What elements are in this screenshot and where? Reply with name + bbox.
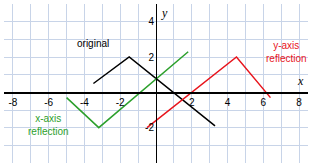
svg-text:2: 2: [148, 52, 154, 63]
svg-text:-2: -2: [145, 122, 154, 133]
svg-text:6: 6: [261, 97, 267, 108]
svg-text:-4: -4: [80, 97, 89, 108]
svg-text:-2: -2: [116, 97, 125, 108]
svg-text:original: original: [77, 38, 109, 49]
svg-text:8: 8: [296, 97, 302, 108]
svg-text:y: y: [161, 6, 168, 20]
svg-text:-6: -6: [44, 97, 53, 108]
svg-text:y-axisreflection: y-axisreflection: [266, 40, 307, 64]
svg-text:-8: -8: [8, 97, 17, 108]
svg-text:x-axisreflection: x-axisreflection: [28, 113, 69, 137]
svg-text:2: 2: [189, 97, 195, 108]
svg-text:4: 4: [225, 97, 231, 108]
svg-text:4: 4: [148, 16, 154, 27]
svg-text:x: x: [297, 74, 304, 88]
